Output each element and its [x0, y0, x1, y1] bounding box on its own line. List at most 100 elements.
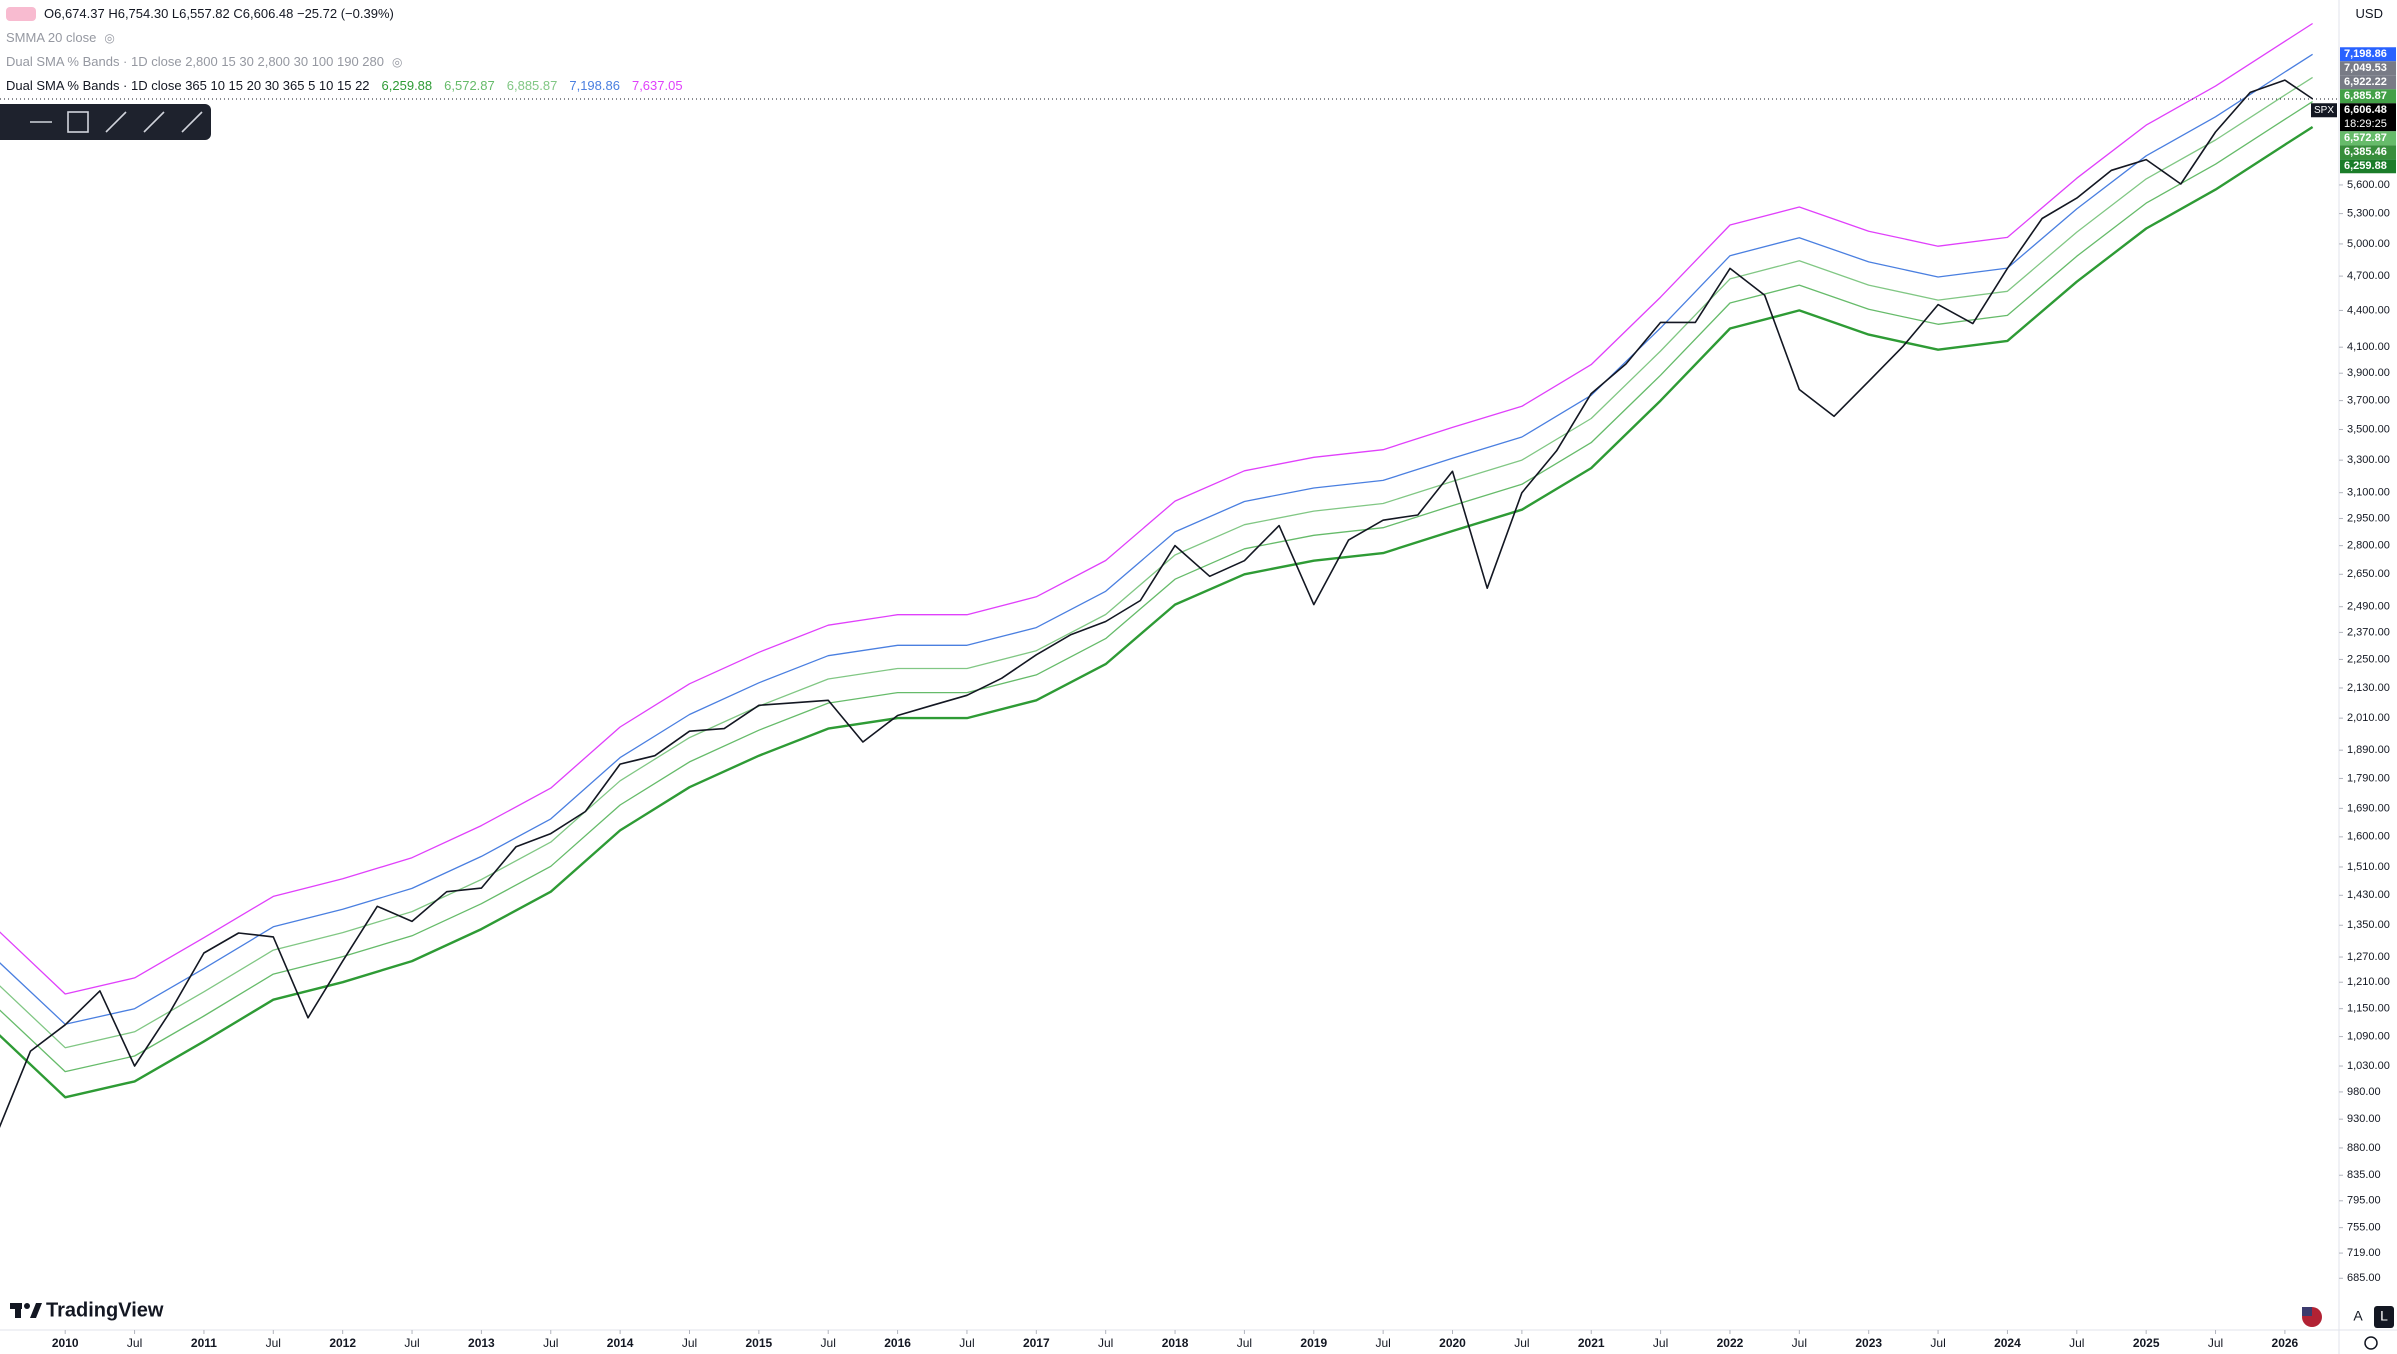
x-tick-label: Jul — [2069, 1336, 2084, 1350]
y-tick-label: 880.00 — [2347, 1142, 2381, 1154]
y-tick-label: 2,490.00 — [2347, 601, 2390, 613]
band-line — [0, 125, 2314, 1099]
tool-trend[interactable] — [105, 111, 127, 133]
toolbar-icons — [30, 111, 203, 133]
hidden-eye-icon[interactable]: ◎ — [104, 30, 115, 45]
currency-label[interactable]: USD — [2355, 6, 2383, 21]
price-tag: 6,572.87 — [2344, 132, 2387, 144]
legend-value: 7,637.05 — [631, 78, 683, 93]
tool-grid[interactable] — [67, 111, 89, 133]
legend-value: 6,885.87 — [506, 78, 558, 93]
price-tag: 7,049.53 — [2344, 62, 2387, 74]
y-tick-label: 5,000.00 — [2347, 238, 2390, 250]
y-tick-label: 1,350.00 — [2347, 919, 2390, 931]
price-tag: 6,385.46 — [2344, 146, 2387, 158]
drawing-toolbar — [0, 104, 211, 140]
x-tick-label: Jul — [543, 1336, 558, 1350]
log-scale-button[interactable]: L — [2380, 1308, 2388, 1324]
x-tick-label: Jul — [2208, 1336, 2223, 1350]
x-tick-label: Jul — [1930, 1336, 1945, 1350]
y-tick-label: 4,400.00 — [2347, 304, 2390, 316]
ohlc-values: O6,674.37 H6,754.30 L6,557.82 C6,606.48 … — [44, 6, 394, 21]
price-tag-bg — [2340, 89, 2396, 104]
band-line — [0, 76, 2313, 1049]
y-tick-label: 1,600.00 — [2347, 831, 2390, 843]
y-tick-label: 755.00 — [2347, 1222, 2381, 1234]
price-tag: 7,198.86 — [2344, 48, 2387, 60]
x-tick-label: 2014 — [607, 1336, 634, 1350]
x-tick-label: 2018 — [1162, 1336, 1189, 1350]
brand-logo: TradingView — [10, 1299, 164, 1321]
price-tag-bg — [2340, 159, 2396, 174]
logo-shape — [30, 1303, 42, 1318]
x-tick-label: Jul — [682, 1336, 697, 1350]
indicator-row: SMMA 20 close ◎ — [6, 30, 115, 45]
x-tick-label: Jul — [1375, 1336, 1390, 1350]
brand-name: TradingView — [46, 1299, 164, 1321]
y-tick-label: 1,890.00 — [2347, 744, 2390, 756]
band-line — [0, 101, 2313, 1073]
y-tick-label: 3,700.00 — [2347, 395, 2390, 407]
price-tag: 6,606.48 — [2344, 104, 2387, 116]
settings-icon[interactable] — [2364, 1336, 2378, 1350]
auto-scale-button[interactable]: A — [2353, 1308, 2363, 1324]
x-tick-label: 2015 — [746, 1336, 773, 1350]
y-tick-label: 1,510.00 — [2347, 861, 2390, 873]
price-tag: 6,885.87 — [2344, 90, 2387, 102]
y-tick-label: 1,690.00 — [2347, 802, 2390, 814]
x-tick-label: Jul — [1098, 1336, 1113, 1350]
x-tick-label: Jul — [1514, 1336, 1529, 1350]
logo-shape — [15, 1303, 21, 1318]
y-tick-label: 2,010.00 — [2347, 712, 2390, 724]
y-tick-label: 980.00 — [2347, 1086, 2381, 1098]
y-tick-label: 1,030.00 — [2347, 1060, 2390, 1072]
indicator-name[interactable]: Dual SMA % Bands · 1D close 365 10 15 20… — [6, 78, 370, 93]
flag-icon[interactable] — [2302, 1307, 2322, 1327]
y-tick-label: 685.00 — [2347, 1272, 2381, 1284]
hidden-eye-icon[interactable]: ◎ — [391, 54, 403, 69]
y-tick-label: 5,600.00 — [2347, 179, 2390, 191]
y-tick-label: 4,100.00 — [2347, 341, 2390, 353]
indicator-name[interactable]: Dual SMA % Bands · 1D close 2,800 15 30 … — [6, 54, 384, 69]
x-tick-label: 2016 — [884, 1336, 911, 1350]
x-tick-label: 2021 — [1578, 1336, 1605, 1350]
price-tag-bg — [2340, 61, 2396, 76]
legend-value: 7,198.86 — [569, 78, 620, 93]
x-tick-label: 2023 — [1855, 1336, 1882, 1350]
price-tag: 6,259.88 — [2344, 160, 2387, 172]
x-tick-label: 2019 — [1300, 1336, 1327, 1350]
y-tick-label: 795.00 — [2347, 1195, 2381, 1207]
x-tick-label: 2020 — [1439, 1336, 1466, 1350]
x-tick-label: Jul — [404, 1336, 419, 1350]
x-tick-label: 2011 — [191, 1336, 217, 1350]
x-tick-label: 2024 — [1994, 1336, 2021, 1350]
symbol-icon — [6, 6, 36, 21]
y-tick-label: 719.00 — [2347, 1247, 2381, 1259]
y-tick-label: 1,150.00 — [2347, 1003, 2390, 1015]
x-tick-label: Jul — [1237, 1336, 1252, 1350]
log-scale-button-bg[interactable] — [2374, 1306, 2394, 1328]
y-tick-label: 930.00 — [2347, 1113, 2381, 1125]
y-tick-label: 1,430.00 — [2347, 889, 2390, 901]
x-tick-label: 2010 — [52, 1336, 79, 1350]
y-tick-label: 2,950.00 — [2347, 512, 2390, 524]
tool-ray[interactable] — [143, 111, 165, 133]
x-tick-label: Jul — [266, 1336, 281, 1350]
price-tag-bg — [2340, 145, 2396, 160]
x-tick-label: Jul — [1653, 1336, 1668, 1350]
price-tag-bg — [2340, 75, 2396, 90]
countdown: 18:29:25 — [2344, 118, 2387, 130]
tool-extended[interactable] — [181, 111, 203, 133]
x-tick-label: Jul — [821, 1336, 836, 1350]
y-tick-label: 2,250.00 — [2347, 653, 2390, 665]
flag-canton — [2302, 1307, 2312, 1316]
indicator-name[interactable]: SMMA 20 close — [6, 30, 97, 45]
y-tick-label: 3,900.00 — [2347, 367, 2390, 379]
y-tick-label: 1,210.00 — [2347, 976, 2390, 988]
ohlc-row: O6,674.37 H6,754.30 L6,557.82 C6,606.48 … — [6, 6, 394, 21]
x-tick-label: Jul — [127, 1336, 142, 1350]
y-tick-label: 3,100.00 — [2347, 487, 2390, 499]
